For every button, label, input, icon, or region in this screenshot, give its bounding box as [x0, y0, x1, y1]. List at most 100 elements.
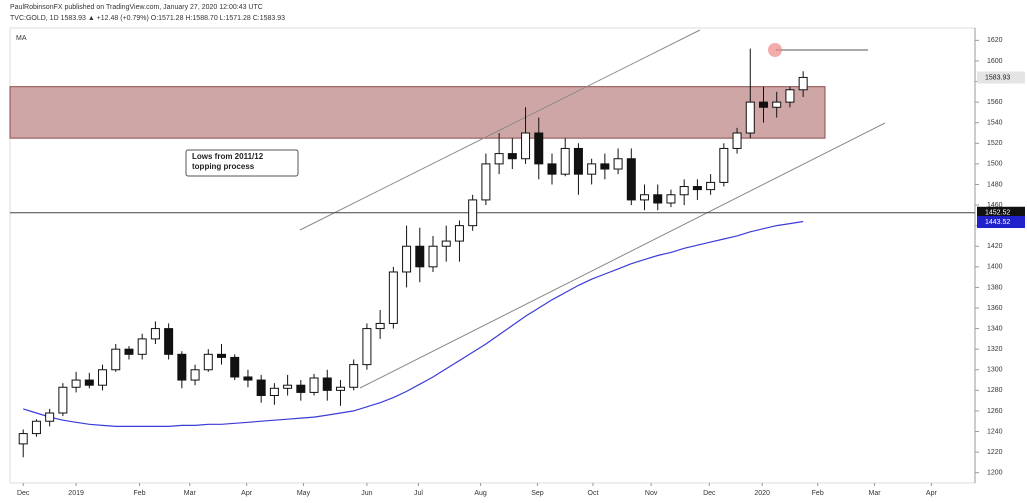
candle-body: [534, 132, 544, 165]
x-tick-label: Oct: [588, 490, 599, 497]
candle-body: [468, 199, 478, 227]
candle-body: [507, 153, 517, 160]
x-tick-label: Dec: [703, 490, 716, 497]
header-symbol: TVC:GOLD, 1D 1583.93 ▲ +12.48 (+0.79%) O…: [10, 15, 285, 22]
x-tick-label: Aug: [474, 490, 487, 497]
candle-body: [547, 163, 557, 175]
candle-body: [111, 348, 121, 371]
candle-body: [758, 101, 768, 108]
candle-body: [560, 147, 570, 175]
candle-body: [217, 353, 227, 358]
x-tick-label: May: [297, 490, 311, 497]
candle-body: [653, 194, 663, 204]
candle-body: [269, 387, 279, 397]
candle-body: [692, 186, 702, 191]
indicator-label: MA: [16, 35, 27, 42]
y-tick-label: 1260: [987, 408, 1003, 415]
candle-body: [84, 379, 94, 386]
x-tick-label: Mar: [869, 490, 882, 497]
x-tick-label: Apr: [926, 490, 938, 497]
y-tick-label: 1380: [987, 284, 1003, 291]
price-tag: [977, 216, 1025, 229]
candle-body: [203, 353, 213, 371]
y-tick-label: 1620: [987, 37, 1003, 44]
y-tick-label: 1320: [987, 346, 1003, 353]
channel-upper: [299, 29, 701, 231]
channel-lower: [359, 122, 886, 389]
candle-body: [402, 245, 412, 273]
candle-body: [732, 132, 742, 149]
y-tick-label: 1480: [987, 181, 1003, 188]
y-tick-label: 1360: [987, 305, 1003, 312]
y-tick-label: 1520: [987, 140, 1003, 147]
y-tick-label: 1420: [987, 243, 1003, 250]
candle-body: [243, 376, 253, 381]
header-author: PaulRobinsonFX published on TradingView.…: [10, 4, 263, 11]
y-tick-label: 1460: [987, 202, 1003, 209]
candle-body: [388, 271, 398, 324]
annotation: Lows from 2011/12 topping process: [192, 152, 264, 171]
y-tick-label: 1220: [987, 449, 1003, 456]
x-tick-label: Feb: [134, 490, 146, 497]
y-tick-label: 1560: [987, 99, 1003, 106]
candle-body: [190, 369, 200, 381]
x-tick-label: 2020: [754, 490, 770, 497]
candle-body: [150, 328, 160, 340]
price-tag-label: 1443.52: [985, 219, 1010, 226]
y-tick-label: 1300: [987, 367, 1003, 374]
x-tick-label: 2019: [68, 490, 84, 497]
candle-body: [719, 147, 729, 183]
candle-body: [349, 364, 359, 388]
resistance-zone: [9, 86, 826, 139]
candle-body: [71, 379, 81, 388]
candle-body: [481, 163, 491, 201]
candle-body: [375, 322, 385, 330]
annotation-box: [185, 149, 299, 177]
candle-body: [18, 433, 28, 445]
candle-body: [415, 245, 425, 268]
candle-body: [58, 386, 68, 414]
y-tick-label: 1340: [987, 325, 1003, 332]
candle-body: [441, 240, 451, 247]
candle-body: [283, 384, 293, 389]
candle-body: [98, 369, 108, 386]
candle-body: [798, 76, 808, 91]
x-tick-label: Nov: [645, 490, 658, 497]
ma-line: [23, 220, 804, 427]
candle-body: [137, 338, 147, 355]
candle-body: [706, 181, 716, 191]
price-tag: [977, 71, 1025, 84]
candle-body: [613, 158, 623, 170]
x-tick-label: Mar: [184, 490, 197, 497]
candle-body: [309, 377, 319, 393]
y-tick-label: 1280: [987, 387, 1003, 394]
candle-body: [177, 353, 187, 381]
y-tick-label: 1600: [987, 58, 1003, 65]
y-tick-label: 1240: [987, 428, 1003, 435]
high-marker: [768, 43, 782, 57]
candle-body: [494, 153, 504, 165]
candle-body: [785, 89, 795, 103]
candle-body: [124, 348, 134, 355]
candle-body: [626, 158, 636, 201]
candle-body: [322, 377, 332, 391]
x-tick-label: Apr: [241, 490, 253, 497]
price-tag-label: 1452.52: [985, 210, 1010, 217]
candle-body: [230, 356, 240, 378]
candle-body: [772, 101, 782, 108]
y-tick-label: 1200: [987, 470, 1003, 477]
y-tick-label: 1400: [987, 264, 1003, 271]
x-tick-label: Jun: [361, 490, 372, 497]
candle-body: [521, 132, 531, 160]
y-tick-label: 1540: [987, 120, 1003, 127]
candle-body: [679, 186, 689, 196]
candle-body: [600, 163, 610, 170]
price-tag-label: 1583.93: [985, 74, 1010, 81]
candle-body: [640, 194, 650, 201]
candle-body: [587, 163, 597, 175]
candle-body: [256, 379, 266, 397]
x-tick-label: Sep: [531, 490, 544, 497]
candle-body: [164, 328, 174, 355]
